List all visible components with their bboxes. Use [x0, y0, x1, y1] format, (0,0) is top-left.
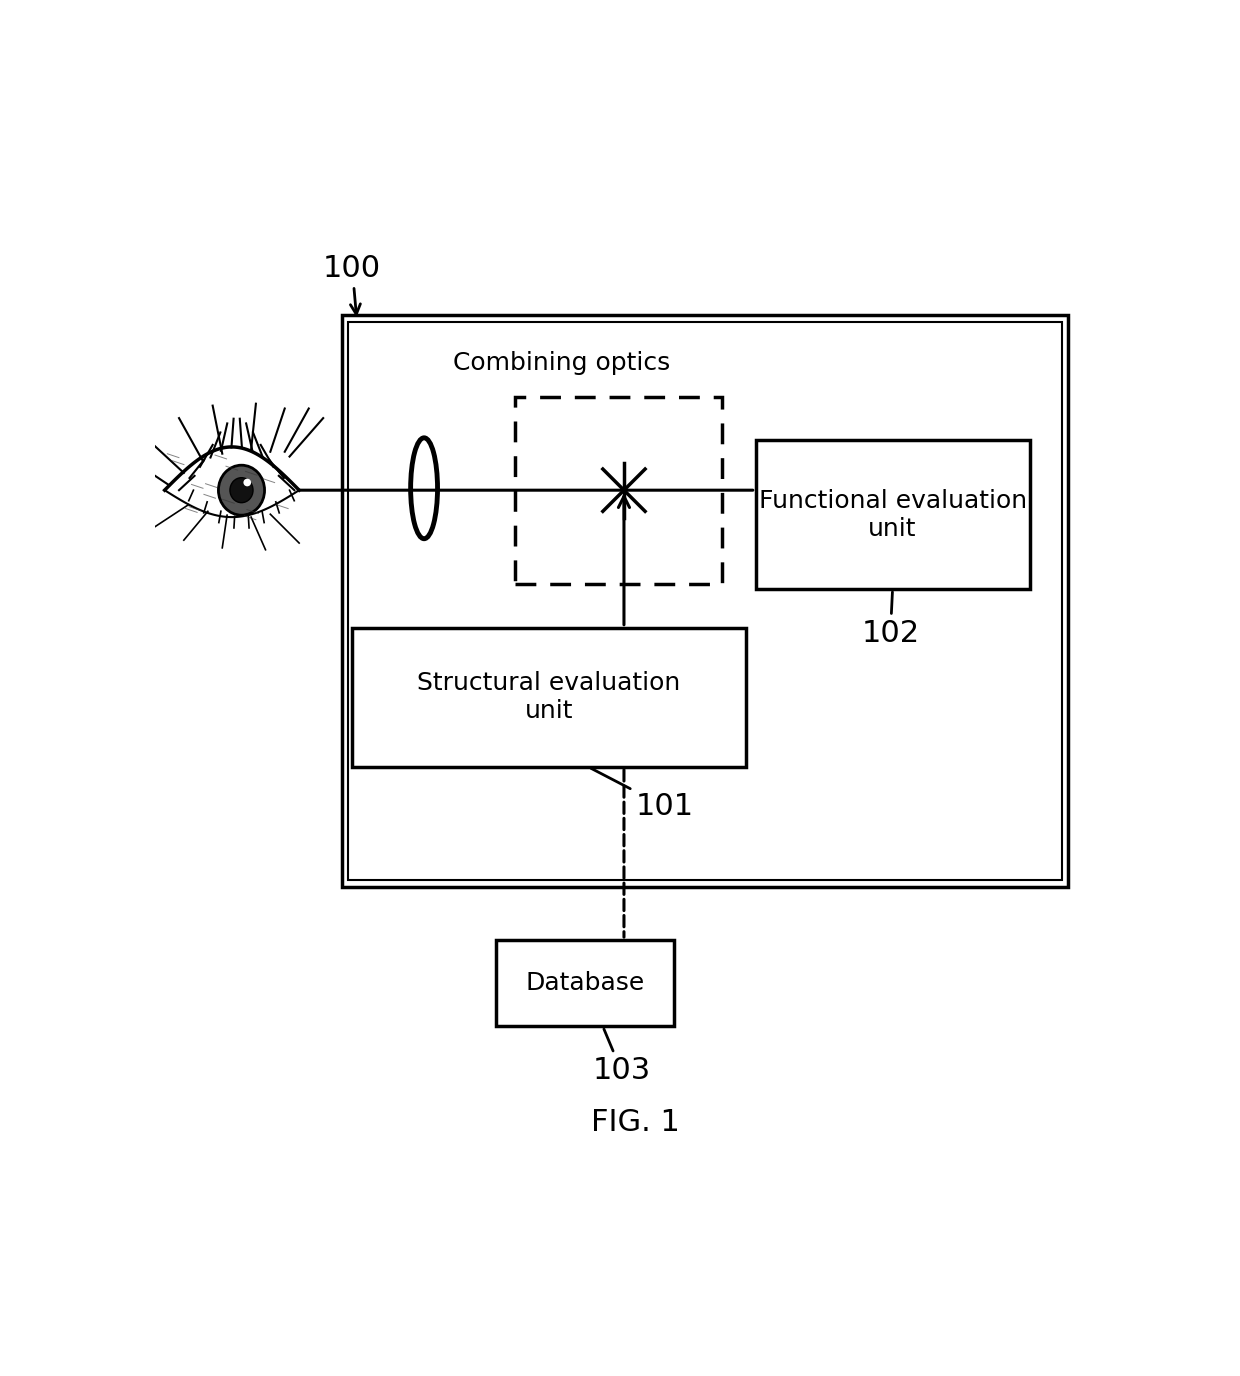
Text: FIG. 1: FIG. 1	[591, 1108, 680, 1137]
Text: 103: 103	[593, 1029, 651, 1086]
Text: Functional evaluation
unit: Functional evaluation unit	[759, 488, 1027, 541]
Bar	[516, 396, 722, 585]
Bar	[496, 940, 675, 1026]
Text: 101: 101	[591, 768, 693, 821]
Text: 102: 102	[862, 592, 920, 648]
Text: 100: 100	[324, 253, 381, 314]
Bar	[352, 627, 746, 766]
Ellipse shape	[218, 465, 264, 515]
Bar	[342, 315, 1068, 888]
Bar	[755, 440, 1029, 589]
Text: Structural evaluation
unit: Structural evaluation unit	[418, 671, 681, 724]
Ellipse shape	[243, 479, 250, 486]
Bar	[348, 322, 1063, 881]
Ellipse shape	[229, 477, 253, 502]
Text: Combining optics: Combining optics	[453, 351, 670, 376]
Text: Database: Database	[526, 971, 645, 995]
